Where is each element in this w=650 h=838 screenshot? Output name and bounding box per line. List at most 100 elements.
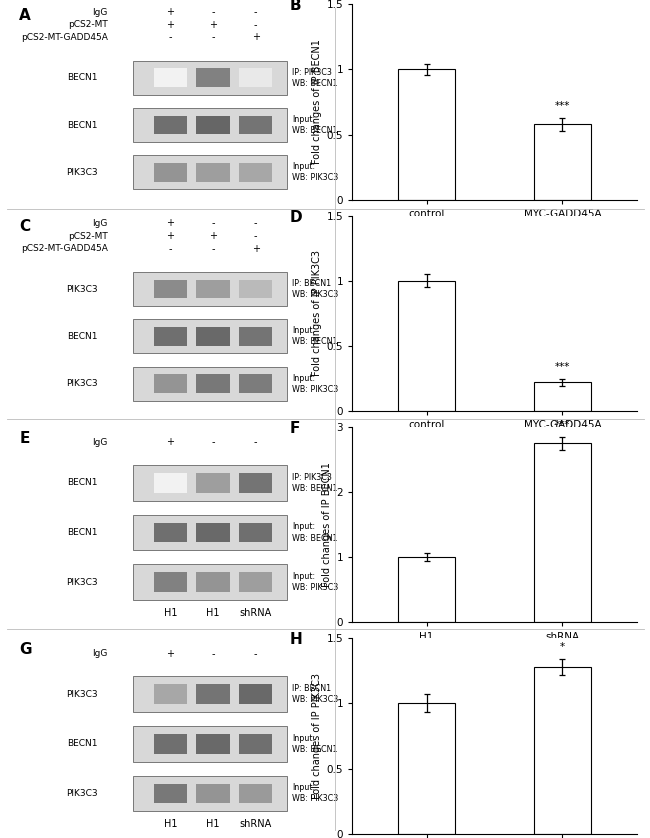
Bar (133, 465, 287, 501)
Bar (154, 685, 187, 704)
Bar (154, 327, 187, 346)
Bar (534, 124, 591, 199)
Text: +: + (166, 231, 174, 241)
Text: C: C (20, 220, 31, 235)
Bar (196, 734, 229, 753)
Text: H1: H1 (206, 819, 220, 829)
Bar (239, 69, 272, 87)
Text: +: + (252, 33, 259, 43)
Text: G: G (20, 642, 32, 657)
Text: Input:
WB: PIK3C3: Input: WB: PIK3C3 (292, 572, 338, 592)
Text: H1: H1 (164, 608, 177, 618)
Text: Input:
WB: PIK3C3: Input: WB: PIK3C3 (292, 784, 338, 804)
Text: -: - (254, 437, 257, 447)
Text: IgG: IgG (92, 649, 107, 659)
Bar (534, 382, 591, 411)
Bar (196, 116, 229, 134)
Bar (398, 703, 455, 834)
Text: +: + (166, 7, 174, 17)
Text: -: - (169, 244, 172, 254)
Text: A: A (20, 8, 31, 23)
Bar (196, 375, 229, 393)
Bar (133, 564, 287, 600)
Text: shRNA: shRNA (239, 608, 272, 618)
Bar (154, 473, 187, 493)
Bar (196, 685, 229, 704)
Y-axis label: Fold changes of IP PIK3C3: Fold changes of IP PIK3C3 (312, 251, 322, 376)
Text: pCS2-MT: pCS2-MT (68, 231, 107, 241)
Text: +: + (166, 219, 174, 228)
Bar (154, 375, 187, 393)
Bar (398, 557, 455, 623)
Bar (239, 473, 272, 493)
Text: -: - (211, 33, 214, 43)
Text: PIK3C3: PIK3C3 (66, 690, 98, 699)
Text: PIK3C3: PIK3C3 (66, 379, 98, 388)
Bar (398, 70, 455, 199)
Text: BECN1: BECN1 (68, 332, 98, 341)
Text: PIK3C3: PIK3C3 (66, 168, 98, 177)
Text: -: - (211, 437, 214, 447)
Text: -: - (211, 7, 214, 17)
Bar (239, 375, 272, 393)
Bar (239, 784, 272, 803)
Text: BECN1: BECN1 (68, 73, 98, 82)
Text: *: * (560, 642, 565, 652)
Text: F: F (289, 421, 300, 436)
Bar (133, 155, 287, 189)
Bar (239, 280, 272, 298)
Text: D: D (289, 210, 302, 225)
Bar (196, 473, 229, 493)
Bar (239, 116, 272, 134)
Text: H: H (289, 633, 302, 647)
Text: +: + (209, 20, 217, 29)
Text: BECN1: BECN1 (68, 739, 98, 748)
Bar (154, 116, 187, 134)
Bar (239, 734, 272, 753)
Text: ***: *** (554, 420, 570, 430)
Bar (154, 523, 187, 542)
Bar (239, 523, 272, 542)
Bar (196, 163, 229, 182)
Text: -: - (254, 20, 257, 29)
Bar (133, 272, 287, 306)
Text: Input:
WB: BECN1: Input: WB: BECN1 (292, 522, 337, 542)
Text: BECN1: BECN1 (68, 528, 98, 537)
Bar (133, 366, 287, 401)
Text: pCS2-MT-GADD45A: pCS2-MT-GADD45A (21, 33, 107, 42)
Text: IgG: IgG (92, 8, 107, 17)
Text: -: - (211, 649, 214, 659)
Text: +: + (166, 20, 174, 29)
Bar (154, 280, 187, 298)
Text: BECN1: BECN1 (68, 121, 98, 130)
Text: pCS2-MT-GADD45A: pCS2-MT-GADD45A (21, 244, 107, 253)
Text: -: - (254, 649, 257, 659)
Text: Input:
WB: BECN1: Input: WB: BECN1 (292, 734, 337, 754)
Text: PIK3C3: PIK3C3 (66, 577, 98, 587)
Bar (196, 69, 229, 87)
Bar (534, 443, 591, 623)
Text: -: - (254, 219, 257, 228)
Bar (133, 515, 287, 551)
Text: PIK3C3: PIK3C3 (66, 285, 98, 293)
Text: IP: BECN1
WB: PIK3C3: IP: BECN1 WB: PIK3C3 (292, 279, 338, 299)
Y-axis label: Fold changes of IP BECN1: Fold changes of IP BECN1 (322, 463, 332, 587)
Text: -: - (254, 231, 257, 241)
Text: +: + (166, 649, 174, 659)
Text: B: B (289, 0, 301, 13)
Text: ***: *** (554, 101, 570, 111)
Bar (154, 734, 187, 753)
Bar (154, 572, 187, 592)
Bar (133, 319, 287, 354)
Text: -: - (211, 244, 214, 254)
Text: +: + (166, 437, 174, 447)
Bar (239, 327, 272, 346)
Bar (154, 784, 187, 803)
Text: PIK3C3: PIK3C3 (66, 789, 98, 798)
Bar (133, 775, 287, 811)
Bar (133, 108, 287, 142)
Text: pCS2-MT: pCS2-MT (68, 20, 107, 29)
Bar (196, 280, 229, 298)
Bar (534, 667, 591, 834)
Bar (196, 572, 229, 592)
